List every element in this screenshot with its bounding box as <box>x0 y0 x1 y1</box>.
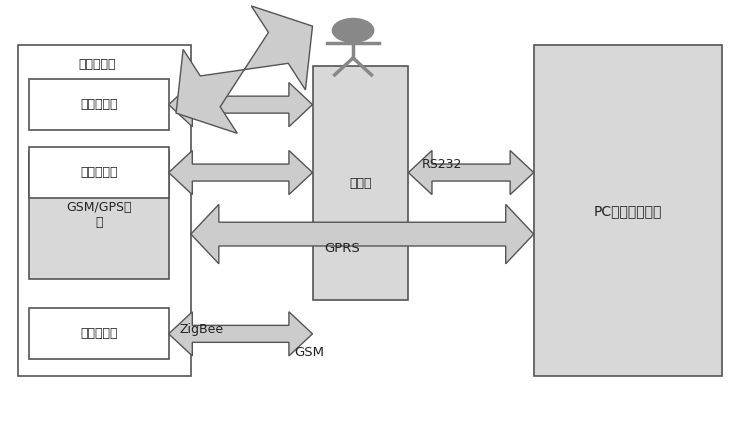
FancyBboxPatch shape <box>28 308 169 359</box>
Text: ZigBee: ZigBee <box>180 323 224 336</box>
FancyBboxPatch shape <box>533 45 721 376</box>
FancyBboxPatch shape <box>28 79 169 130</box>
FancyBboxPatch shape <box>28 147 169 198</box>
Text: 传感器节点: 传感器节点 <box>80 327 117 340</box>
Text: GSM: GSM <box>294 347 324 359</box>
Polygon shape <box>169 83 313 127</box>
Polygon shape <box>176 6 313 133</box>
Text: 协调器: 协调器 <box>349 177 372 190</box>
Text: 传感器节点: 传感器节点 <box>80 98 117 111</box>
Polygon shape <box>191 204 533 264</box>
Text: GPRS: GPRS <box>324 243 360 255</box>
Text: 人身上穿戛: 人身上穿戛 <box>79 58 116 71</box>
Text: RS232: RS232 <box>421 158 461 171</box>
Polygon shape <box>169 312 313 356</box>
FancyBboxPatch shape <box>313 67 409 300</box>
FancyBboxPatch shape <box>18 45 191 376</box>
Text: 传感器节点: 传感器节点 <box>80 166 117 179</box>
Text: GSM/GPS模
块: GSM/GPS模 块 <box>66 201 132 229</box>
Circle shape <box>332 18 374 42</box>
Polygon shape <box>169 150 313 195</box>
FancyBboxPatch shape <box>28 151 169 279</box>
Text: PC机上位机软件: PC机上位机软件 <box>594 204 662 218</box>
Polygon shape <box>409 150 533 195</box>
